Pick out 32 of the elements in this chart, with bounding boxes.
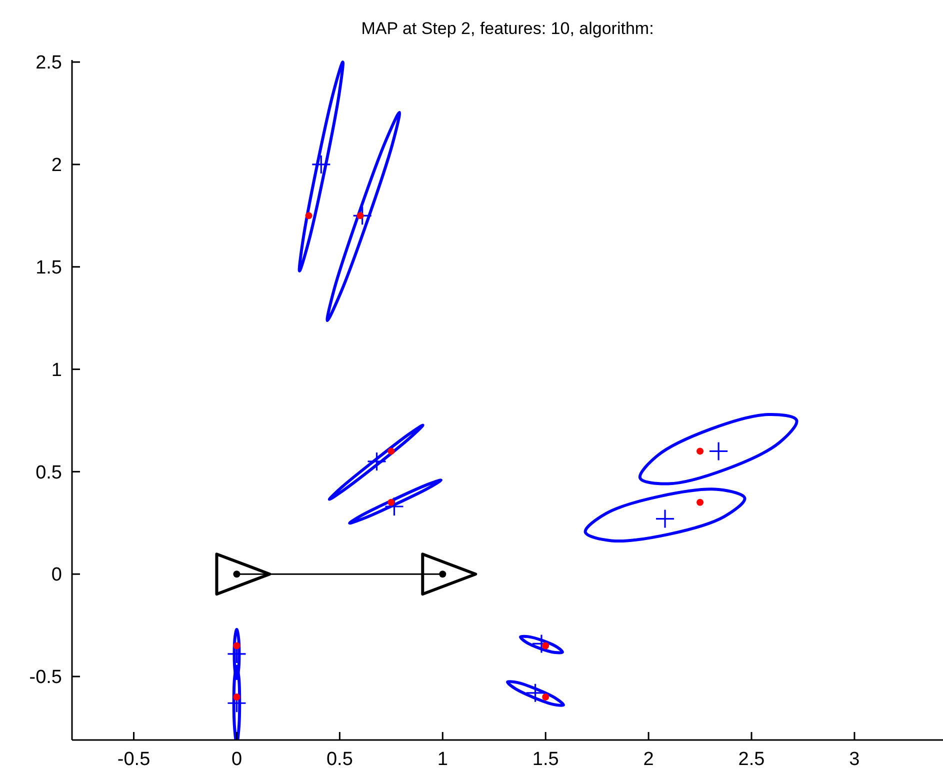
point [388,498,395,506]
x-tick-label: -0.5 [117,749,150,770]
point [385,498,404,516]
chart-title: MAP at Step 2, features: 10, algorithm: [361,19,654,38]
y-tick-label: 0 [51,564,62,586]
x-tick-label: 2 [643,749,654,770]
y-tick-label: -0.5 [29,667,62,688]
point [542,642,550,650]
point [312,155,330,174]
y-tick-label: 2 [51,155,62,176]
x-tick-label: 3 [849,749,860,770]
point [305,212,312,220]
y-tick-label: 1.5 [36,258,62,279]
x-tick-label: 1 [437,749,448,770]
x-tick-label: 1.5 [532,749,559,770]
y-tick-label: 0.5 [36,462,62,484]
point [696,448,704,455]
point [710,442,728,460]
x-tick-label: 0 [231,749,242,770]
point [388,448,395,455]
point [439,570,446,578]
point [233,642,240,650]
point [656,510,674,528]
point [696,498,704,506]
y-tick-label: 2.5 [36,52,62,74]
y-tick-label: 1 [51,360,62,381]
x-tick-label: 0.5 [326,749,353,770]
point [233,570,240,578]
x-tick-label: 2.5 [738,749,765,770]
point [542,693,550,700]
point [368,452,386,470]
point [233,693,240,700]
